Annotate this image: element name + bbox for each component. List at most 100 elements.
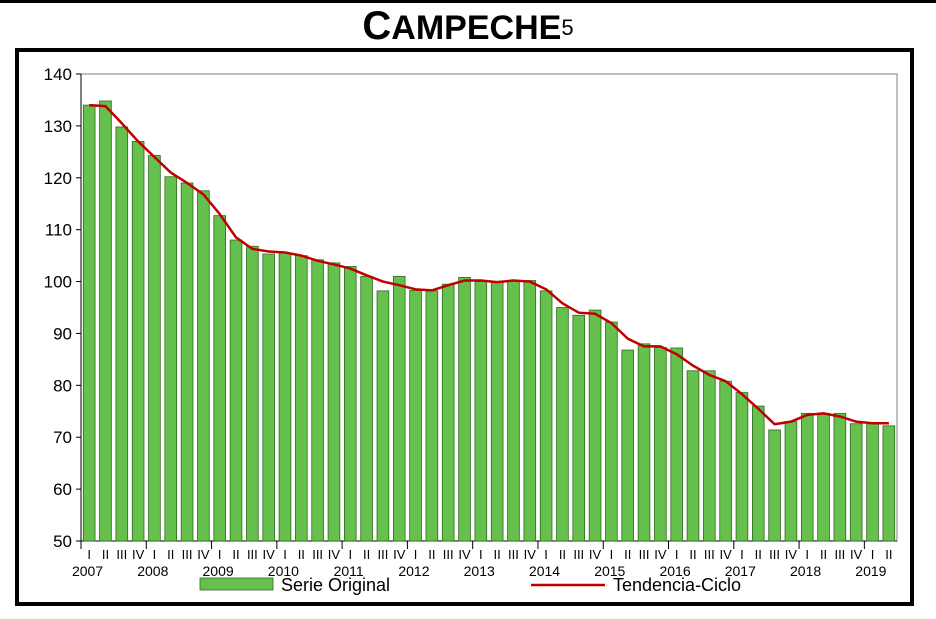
quarter-label: II [820, 547, 827, 562]
bar [99, 100, 112, 542]
bar [376, 290, 390, 542]
bar [752, 405, 765, 542]
y-tick-label: 140 [44, 65, 72, 84]
year-label: 2017 [725, 563, 756, 579]
legend-swatch-bars [199, 577, 274, 591]
bar [588, 309, 602, 542]
quarter-label: II [755, 547, 762, 562]
quarter-label: I [87, 547, 91, 562]
bar [637, 343, 651, 542]
bar [621, 349, 634, 542]
bar [131, 141, 145, 542]
bar [882, 425, 896, 542]
bar [670, 347, 683, 542]
title-superscript: 5 [561, 15, 574, 40]
bar [539, 290, 553, 542]
bar [197, 190, 210, 542]
bar [82, 104, 96, 542]
quarter-label: I [805, 547, 809, 562]
quarter-label: III [443, 547, 454, 562]
y-tick-label: 70 [53, 428, 72, 447]
bar [686, 370, 700, 542]
year-label: 2019 [855, 563, 886, 579]
bar [490, 282, 504, 542]
quarter-label: IV [197, 547, 210, 562]
bar [392, 275, 406, 542]
quarter-label: I [479, 547, 483, 562]
year-label: 2009 [203, 563, 234, 579]
bar [311, 259, 324, 542]
legend-label-bars: Serie Original [281, 575, 390, 595]
quarter-label: III [116, 547, 127, 562]
bar [800, 412, 814, 542]
quarter-label: I [544, 547, 548, 562]
bar [180, 182, 194, 542]
bar [344, 266, 357, 542]
quarter-label: III [247, 547, 258, 562]
y-tick-label: 90 [53, 324, 72, 343]
quarter-label: III [573, 547, 584, 562]
bar [735, 392, 749, 542]
year-label: 2015 [594, 563, 625, 579]
bar [458, 277, 471, 542]
quarter-label: IV [263, 547, 276, 562]
bar [246, 245, 259, 542]
trend-line [89, 103, 889, 426]
quarter-label: III [769, 547, 780, 562]
bar [833, 412, 847, 542]
quarter-label: II [232, 547, 239, 562]
bar [229, 239, 243, 542]
bar [425, 290, 439, 542]
bar [784, 421, 798, 542]
quarter-label: II [885, 547, 892, 562]
quarter-label: II [102, 547, 109, 562]
bar [523, 280, 537, 542]
year-label: 2014 [529, 563, 560, 579]
quarter-label: I [414, 547, 418, 562]
title-rest: AMPECHE [391, 9, 562, 47]
quarter-label: IV [132, 547, 145, 562]
title-initial: C [362, 4, 392, 48]
bar [849, 423, 863, 542]
quarter-label: II [689, 547, 696, 562]
quarter-label: II [363, 547, 370, 562]
quarter-label: IV [785, 547, 798, 562]
quarter-label: III [182, 547, 193, 562]
bar [719, 380, 732, 542]
quarter-label: III [508, 547, 519, 562]
bar [654, 347, 667, 542]
bar [164, 176, 178, 542]
quarter-label: IV [654, 547, 667, 562]
y-tick-label: 80 [53, 376, 72, 395]
quarter-label: II [494, 547, 501, 562]
bar [474, 281, 488, 542]
quarter-label: I [740, 547, 744, 562]
quarter-label: I [153, 547, 157, 562]
bar [866, 423, 879, 542]
bar [441, 283, 455, 542]
bar [278, 252, 292, 542]
quarter-label: I [871, 547, 875, 562]
quarter-label: IV [719, 547, 732, 562]
bar [213, 215, 226, 542]
bar [556, 307, 569, 542]
quarter-label: III [377, 547, 388, 562]
bar [295, 255, 308, 542]
bar [262, 253, 275, 542]
quarter-label: II [298, 547, 305, 562]
bar [409, 289, 422, 542]
quarter-label: I [675, 547, 679, 562]
quarter-label: IV [589, 547, 602, 562]
year-label: 2007 [72, 563, 103, 579]
quarter-label: II [167, 547, 174, 562]
quarter-label: IV [393, 547, 406, 562]
bar [572, 314, 586, 542]
year-label: 2011 [334, 563, 364, 579]
year-label: 2010 [268, 563, 299, 579]
bar [148, 155, 161, 542]
bar [768, 429, 781, 542]
top-rule [0, 0, 936, 3]
quarter-label: IV [524, 547, 537, 562]
y-tick-label: 110 [45, 221, 72, 240]
